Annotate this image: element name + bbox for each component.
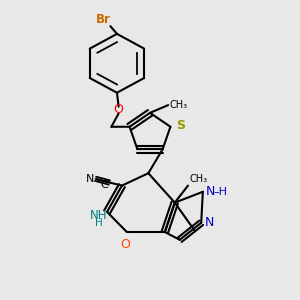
Text: N: N [205, 216, 214, 229]
Text: H: H [95, 218, 103, 228]
Text: S: S [176, 119, 185, 132]
Text: C: C [100, 180, 108, 190]
Text: –H: –H [214, 188, 228, 197]
Text: O: O [114, 103, 124, 116]
Text: Br: Br [96, 14, 111, 26]
Text: N: N [206, 185, 215, 198]
Text: CH₃: CH₃ [170, 100, 188, 110]
Text: CH₃: CH₃ [190, 174, 208, 184]
Text: N: N [85, 174, 94, 184]
Text: O: O [120, 238, 130, 251]
Text: NH: NH [90, 208, 108, 221]
